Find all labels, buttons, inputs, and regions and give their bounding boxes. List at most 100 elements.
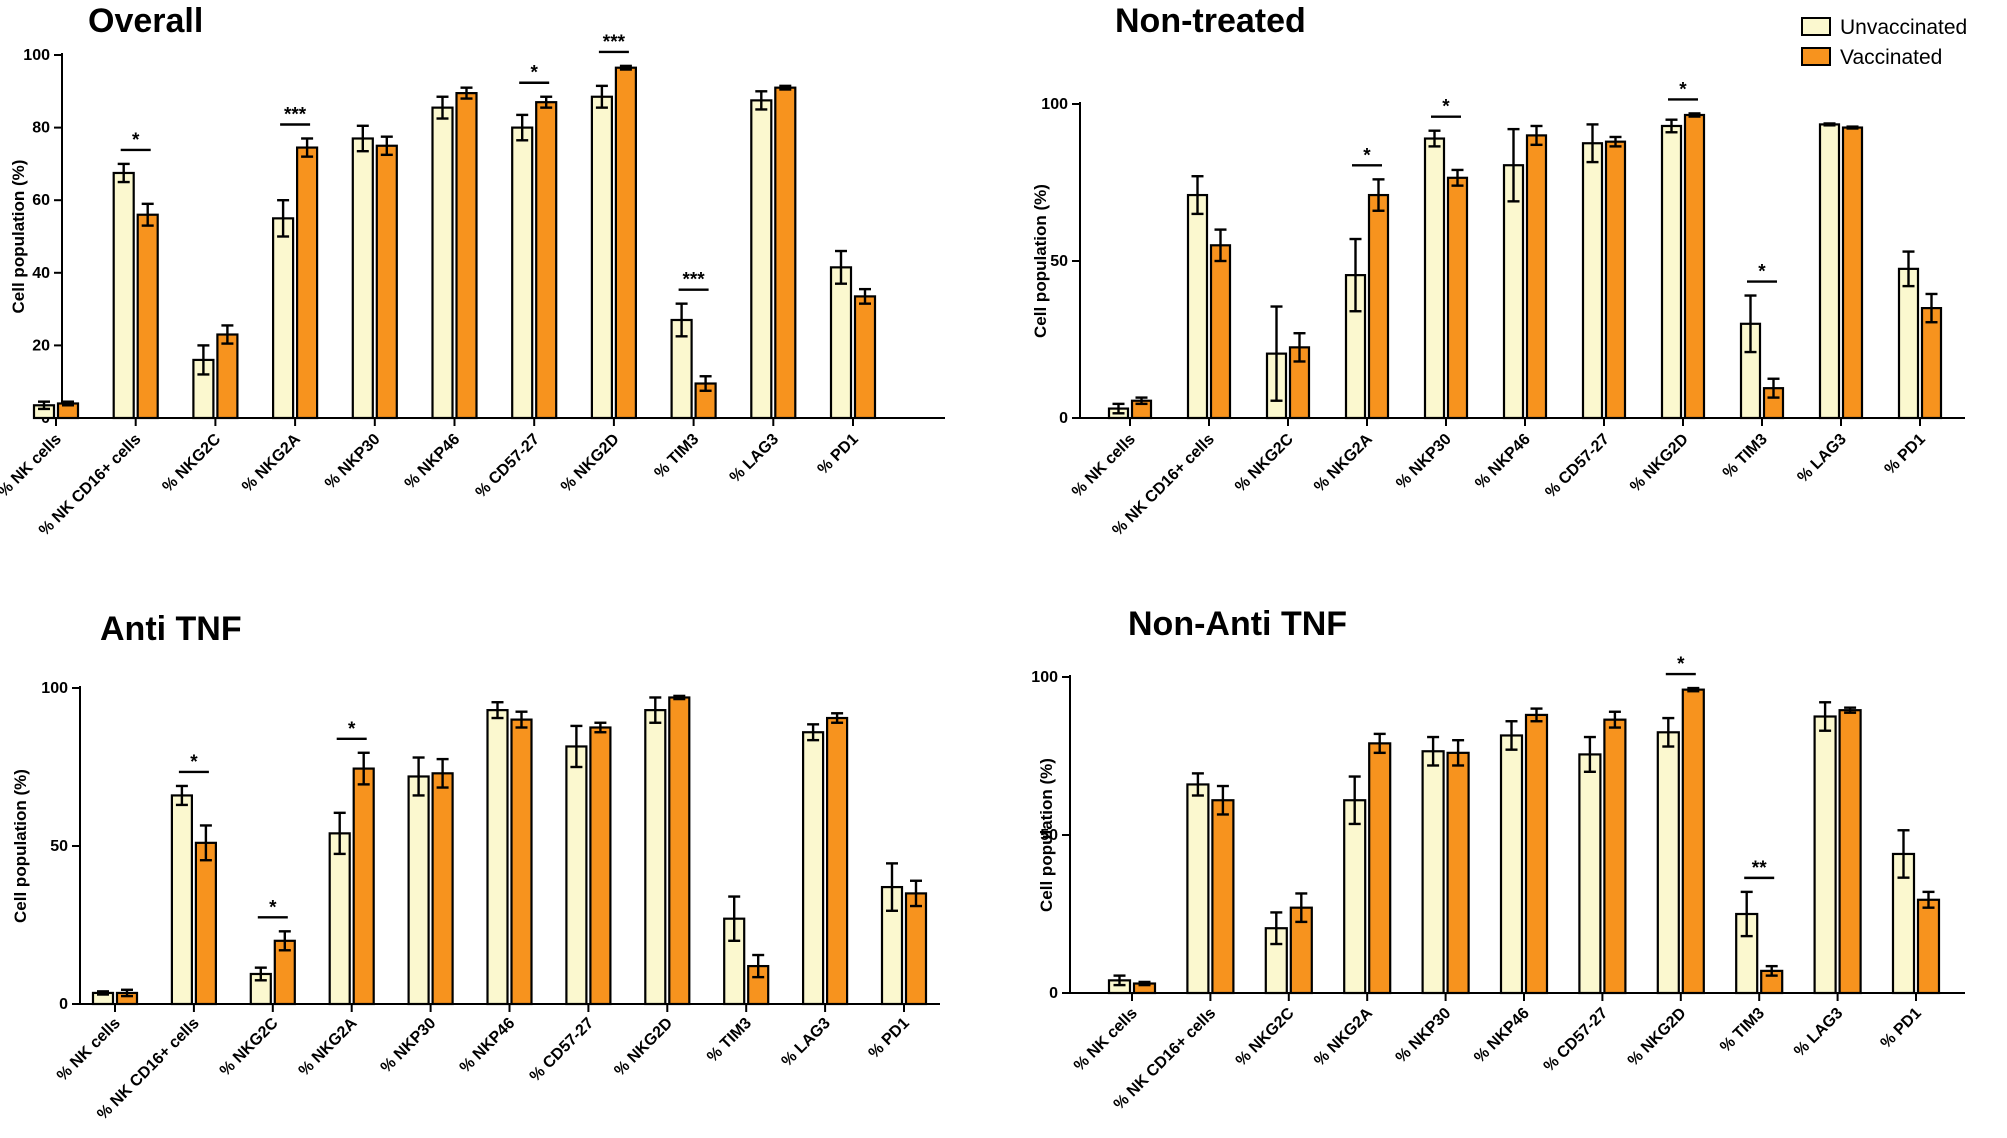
bar-unvaccinated [1502,164,1525,420]
significance-label: * [269,897,277,918]
error-bar [1662,716,1675,748]
x-category-label: % TIM3 [1717,1005,1768,1056]
x-category-label: % NKP30 [322,431,384,493]
y-axis-label: Cell population (%) [9,160,28,314]
bar-vaccinated [904,892,928,1006]
error-bar [412,756,425,797]
legend-vaccinated-label: Vaccinated [1840,46,1942,69]
error-bar [649,696,662,724]
chart-panel-4: Non-Anti TNF 0 50 100 Cell population (%) % N… [1031,605,1965,1113]
bar-vaccinated [1209,244,1232,420]
x-category-label: % CD57-27 [1541,1005,1612,1076]
x-category-label: % NKP30 [1393,1005,1455,1067]
bar-vaccinated [1525,134,1548,420]
significance-label: ** [1752,858,1767,879]
x-category-label: % NK cells [0,431,65,501]
error-bar [1844,706,1857,714]
significance-marker: * [1747,262,1777,283]
error-bar [779,84,792,91]
bar-vaccinated [194,841,217,1006]
error-bar [516,113,529,142]
error-bar [699,375,712,392]
x-category-label: % LAG3 [1791,1005,1846,1060]
significance-marker: * [257,897,288,919]
bar-unvaccinated [644,709,667,1006]
x-category-label: % NKG2A [296,1014,361,1079]
significance-label: * [348,719,356,740]
y-axis-label: Cell population (%) [11,769,30,923]
bar-vaccinated [535,101,558,420]
error-bar [1897,829,1910,879]
chart-title: Non-treated [1115,2,1306,40]
bar-vaccinated [853,295,877,420]
significance-marker: *** [678,270,709,291]
bar-vaccinated [1838,709,1862,995]
bar-unvaccinated [590,95,614,420]
x-category-label: % NKP30 [1393,431,1455,493]
bar-vaccinated [1368,742,1392,995]
bars-group [32,64,877,420]
bar-unvaccinated [486,709,509,1006]
significance-label: * [132,130,140,151]
significance-marker: *** [598,32,629,54]
bar-vaccinated [1524,713,1549,995]
significance-marker: * [1665,654,1696,676]
bar-vaccinated [375,144,398,420]
significance-label: * [1442,97,1450,118]
bar-vaccinated [1681,688,1705,995]
error-bar [1846,125,1859,130]
bar-unvaccinated [272,217,295,420]
y-tick-label: 40 [32,265,50,282]
bar-unvaccinated [1423,137,1446,420]
error-bar [1373,732,1386,755]
significance-marker: *** [280,104,311,126]
legend-unvaccinated-label: Unvaccinated [1840,16,1967,39]
x-category-label: % CD57-27 [1542,431,1613,502]
error-bar [1113,974,1126,987]
error-bar [1609,135,1622,148]
significance-marker: * [120,130,151,152]
chart-panel-1: Overall020406080100Cell population (%)% … [0,2,945,539]
error-bar [1665,118,1678,134]
bar-unvaccinated [1421,750,1445,995]
y-tick-label: 100 [23,47,50,64]
chart-title: Anti TNF [100,610,242,648]
x-category-label: % LAG3 [727,431,782,486]
error-bar [1608,710,1621,729]
x-category-label: % TIM3 [651,431,702,482]
bar-vaccinated [774,86,797,420]
chart-title: Non-Anti TNF [1128,605,1347,643]
x-category-label: % NKG2C [1232,430,1297,495]
error-bar [675,302,688,338]
x-category-label: % PD1 [1878,1005,1925,1052]
bar-unvaccinated [801,731,825,1006]
significance-marker: * [1352,145,1382,167]
error-bar [755,90,768,111]
bar-vaccinated [1604,140,1627,420]
error-bar [1293,332,1306,363]
error-bar [97,990,109,996]
error-bar [570,724,583,769]
error-bar [1688,112,1701,118]
error-bar [1687,686,1700,693]
significance-label: * [1679,79,1687,100]
error-bar [199,824,212,862]
bar-vaccinated [614,66,638,420]
bar-unvaccinated [1660,124,1683,420]
x-category-label: % PD1 [866,1015,913,1062]
x-category-label: % NKP46 [402,431,464,493]
x-category-label: % NK cells [54,1015,124,1085]
error-bar [197,344,210,376]
error-bar [254,966,267,982]
error-bar [1922,890,1935,909]
error-bar [1349,237,1362,313]
bar-unvaccinated [565,745,588,1006]
significance-label: * [1363,145,1371,166]
error-bar [1372,178,1385,212]
error-bar [831,712,844,724]
x-category-label: % NKG2D [1627,431,1692,496]
x-category-label: % NKP46 [457,1015,519,1077]
x-category-label: % LAG3 [1794,431,1849,486]
error-bar [1819,701,1832,732]
